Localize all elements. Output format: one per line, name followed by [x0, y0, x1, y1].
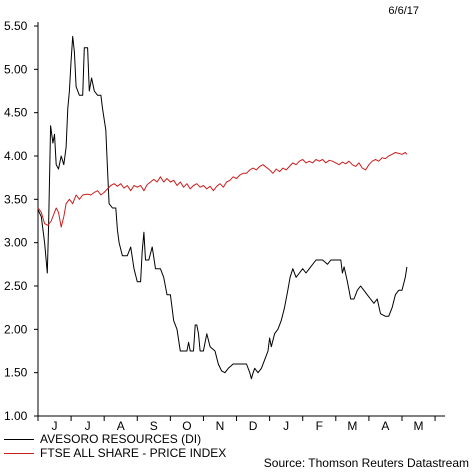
y-tick-label: 1.00 — [4, 409, 28, 423]
x-tick-label: M — [347, 419, 357, 433]
legend-swatch-avesoro — [4, 438, 34, 440]
x-tick-label: J — [283, 419, 289, 433]
y-tick-label: 3.50 — [4, 192, 28, 206]
source-note: Source: Thomson Reuters Datastream — [263, 456, 469, 470]
x-tick-label: D — [249, 419, 258, 433]
y-tick-label: 3.00 — [4, 236, 28, 250]
legend-item-ftse: FTSE ALL SHARE - PRICE INDEX — [4, 446, 226, 460]
x-tick-label: F — [316, 419, 323, 433]
y-axis: 1.00 1.50 2.00 2.50 3.00 3.50 4.00 4.50 5.00 5.50 — [4, 19, 39, 423]
y-tick-label: 4.00 — [4, 149, 28, 163]
x-tick-label: O — [182, 419, 191, 433]
y-tick-label: 5.00 — [4, 62, 28, 76]
series-line-avesoro — [37, 35, 408, 380]
series-line-ftse — [37, 152, 408, 228]
legend-item-avesoro: AVESORO RESOURCES (DI) — [4, 432, 201, 446]
x-tick-label: A — [381, 419, 389, 433]
legend-swatch-ftse — [4, 452, 34, 454]
y-tick-label: 1.50 — [4, 366, 28, 380]
y-tick-label: 4.50 — [4, 106, 28, 120]
x-tick-label: J — [52, 419, 58, 433]
x-tick-label: S — [150, 419, 158, 433]
x-tick-label: J — [85, 419, 91, 433]
y-tick-label: 2.00 — [4, 322, 28, 336]
x-tick-label: A — [117, 419, 125, 433]
y-tick-label: 2.50 — [4, 279, 28, 293]
date-label: 6/6/17 — [388, 5, 419, 17]
series-group — [37, 35, 408, 380]
x-tick-label: M — [414, 419, 424, 433]
legend-label-ftse: FTSE ALL SHARE - PRICE INDEX — [40, 446, 227, 460]
x-tick-label: N — [216, 419, 225, 433]
y-tick-label: 5.50 — [4, 19, 28, 33]
legend-label-avesoro: AVESORO RESOURCES (DI) — [40, 432, 202, 446]
